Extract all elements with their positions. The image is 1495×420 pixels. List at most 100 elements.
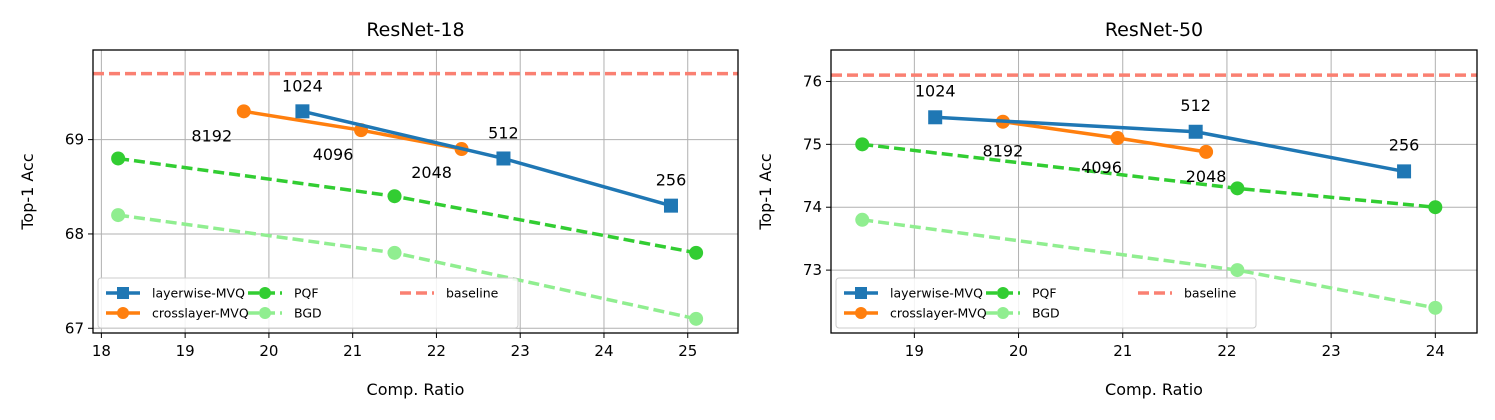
plot-frame (92, 49, 739, 334)
series-bgd (111, 208, 704, 326)
data-label: 512 (488, 123, 519, 142)
legend-swatch-marker (259, 287, 271, 299)
legend-item-layerwise-mvq: layerwise-MVQ (106, 286, 245, 301)
x-tick-label: 21 (1113, 342, 1132, 360)
series-layerwise-mvq (295, 104, 678, 213)
legend-swatch-marker (855, 287, 867, 299)
legend-item-layerwise-mvq: layerwise-MVQ (844, 286, 983, 301)
legend-swatch-marker (117, 287, 129, 299)
x-tick-label: 18 (92, 342, 111, 360)
chart-panel-1: 18 19 20 21 22 23 24 25 67 68 69 1024 512 256 8192 4096… (18, 19, 739, 399)
legend-label: layerwise-MVQ (890, 286, 983, 301)
data-point-layerwise-mvq (295, 104, 310, 119)
data-point-bgd (689, 311, 704, 326)
legend-label: layerwise-MVQ (152, 286, 245, 301)
x-tick-label: 20 (259, 342, 278, 360)
legend-label: crosslayer-MVQ (890, 306, 987, 321)
x-axis-label: Comp. Ratio (367, 380, 465, 399)
data-point-pqf (111, 151, 126, 166)
data-point-bgd (111, 208, 126, 223)
data-point-layerwise-mvq (1397, 164, 1412, 179)
legend-swatch-marker (259, 307, 271, 319)
data-label: 512 (1180, 96, 1211, 115)
legend-label: baseline (446, 286, 499, 301)
data-label: 2048 (411, 163, 452, 182)
y-tick-label: 73 (803, 261, 822, 279)
legend-item-pqf: PQF (248, 286, 319, 301)
series-pqf (855, 137, 1443, 215)
x-tick-label: 19 (176, 342, 195, 360)
series-line-pqf (862, 142, 1436, 209)
data-point-bgd (387, 245, 402, 260)
x-tick-label: 24 (1426, 342, 1445, 360)
data-point-bgd (1230, 263, 1245, 278)
series-line-pqf (117, 156, 697, 255)
series-crosslayer-mvq (995, 114, 1214, 159)
legend-swatch-marker (117, 307, 129, 319)
legend-label: PQF (294, 286, 319, 301)
data-point-layerwise-mvq (1188, 124, 1203, 139)
data-point-pqf (1428, 200, 1443, 215)
y-tick-label: 74 (803, 198, 822, 216)
legend-label: BGD (294, 306, 322, 321)
legend-swatch-marker (855, 307, 867, 319)
x-tick-label: 22 (1217, 342, 1236, 360)
data-label: 256 (656, 171, 687, 190)
y-tick-label: 76 (803, 72, 822, 90)
plot-area (831, 73, 1477, 315)
data-point-layerwise-mvq (663, 198, 678, 213)
x-axis-label: Comp. Ratio (1105, 380, 1203, 399)
x-tick-label: 25 (678, 342, 697, 360)
y-axis-label: Top-1 Acc (756, 153, 775, 230)
x-tick-label: 20 (1009, 342, 1028, 360)
x-tick-label: 19 (905, 342, 924, 360)
x-tick-label: 24 (594, 342, 613, 360)
plot-area (93, 71, 738, 326)
data-point-crosslayer-mvq (1199, 144, 1214, 159)
y-tick-label: 68 (65, 225, 84, 243)
series-bgd (855, 212, 1443, 315)
y-tick-label: 75 (803, 135, 822, 153)
legend-item-pqf: PQF (986, 286, 1057, 301)
data-label: 1024 (915, 81, 956, 100)
y-axis-label: Top-1 Acc (18, 153, 37, 230)
legend-item-bgd: BGD (986, 306, 1060, 321)
legend-swatch-marker (997, 287, 1009, 299)
x-tick-label: 22 (427, 342, 446, 360)
legend-label: crosslayer-MVQ (152, 306, 249, 321)
x-tick-label: 21 (343, 342, 362, 360)
legend-label: PQF (1032, 286, 1057, 301)
x-tick-label: 23 (1322, 342, 1341, 360)
chart-title: ResNet-18 (366, 19, 464, 41)
legend-swatch-marker (997, 307, 1009, 319)
data-point-layerwise-mvq (496, 151, 511, 166)
data-point-crosslayer-mvq (1110, 131, 1125, 146)
data-point-pqf (689, 245, 704, 260)
data-point-crosslayer-mvq (236, 104, 251, 119)
data-label: 256 (1389, 135, 1420, 154)
legend-box (97, 277, 519, 329)
data-point-bgd (1428, 300, 1443, 315)
legend-label: BGD (1032, 306, 1060, 321)
legend-item-crosslayer-mvq: crosslayer-MVQ (106, 306, 249, 321)
chart-panel-2: 19 20 21 22 23 24 73 74 75 76 1024 512 256 8192 4096 20… (756, 19, 1478, 399)
data-label: 1024 (282, 76, 323, 95)
data-label: 4096 (1081, 158, 1122, 177)
x-tick-label: 23 (511, 342, 530, 360)
data-point-pqf (855, 137, 870, 152)
legend-item-baseline: baseline (400, 286, 499, 301)
legend: layerwise-MVQ crosslayer-MVQ PQF BGD baselin… (97, 277, 519, 329)
legend-item-crosslayer-mvq: crosslayer-MVQ (844, 306, 987, 321)
legend-box (835, 277, 1257, 329)
legend: layerwise-MVQ crosslayer-MVQ PQF BGD baselin… (835, 277, 1257, 329)
legend-item-baseline: baseline (1138, 286, 1237, 301)
y-tick-label: 67 (65, 319, 84, 337)
plot-frame (830, 49, 1478, 334)
data-label: 8192 (191, 126, 232, 145)
data-point-pqf (387, 189, 402, 204)
data-label: 4096 (313, 145, 354, 164)
data-point-layerwise-mvq (928, 110, 943, 125)
y-tick-label: 69 (65, 131, 84, 149)
data-label: 8192 (983, 142, 1024, 161)
